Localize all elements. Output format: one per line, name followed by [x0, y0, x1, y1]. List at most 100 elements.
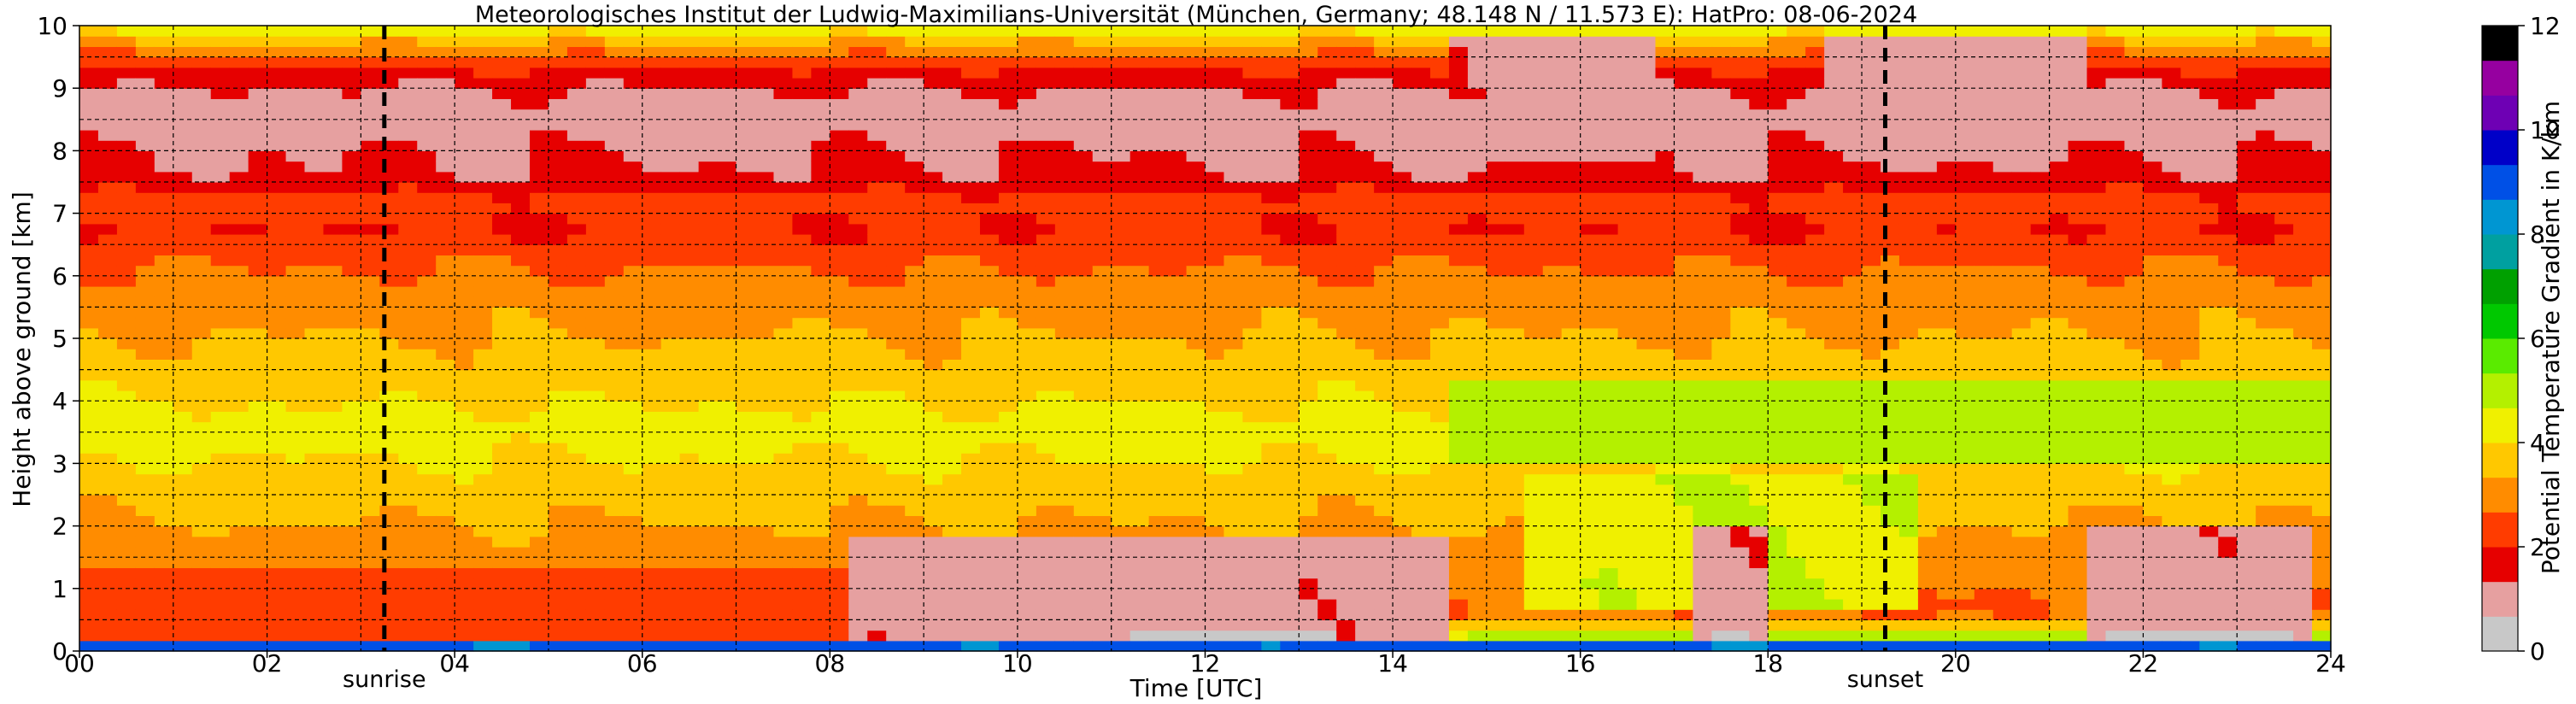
heatmap-cell [604, 78, 625, 89]
heatmap-cell [1411, 484, 1431, 496]
heatmap-cell [191, 495, 212, 506]
heatmap-cell [848, 431, 868, 443]
heatmap-cell [736, 140, 756, 151]
heatmap-cell [886, 317, 906, 329]
heatmap-cell [585, 338, 606, 349]
heatmap-cell [210, 567, 231, 579]
heatmap-cell [1523, 171, 1544, 183]
heatmap-cell [660, 578, 681, 590]
heatmap-cell [1580, 244, 1600, 255]
heatmap-cell [1617, 26, 1638, 37]
heatmap-cell [679, 547, 700, 558]
heatmap-cell [1205, 401, 1225, 412]
heatmap-cell [248, 296, 268, 308]
heatmap-cell [585, 109, 606, 120]
heatmap-cell [1580, 119, 1600, 131]
heatmap-cell [1467, 463, 1488, 475]
heatmap-cell [1280, 484, 1300, 496]
heatmap-cell [1355, 630, 1375, 642]
heatmap-cell [1167, 473, 1188, 485]
heatmap-cell [1167, 67, 1188, 79]
heatmap-cell [135, 588, 155, 600]
heatmap-cell [473, 338, 493, 349]
heatmap-cell [1186, 338, 1206, 349]
heatmap-cell [1299, 171, 1318, 183]
heatmap-cell [492, 307, 512, 319]
heatmap-cell [210, 223, 231, 235]
heatmap-cell [304, 88, 325, 99]
heatmap-cell [830, 46, 849, 58]
heatmap-cell [961, 525, 981, 537]
heatmap-cell [1542, 443, 1563, 454]
heatmap-cell [1393, 390, 1412, 402]
heatmap-cell [1580, 525, 1600, 537]
heatmap-cell [530, 275, 549, 287]
heatmap-cell [792, 525, 812, 537]
heatmap-cell [1467, 338, 1488, 349]
heatmap-cell [1036, 98, 1056, 110]
heatmap-cell [548, 130, 568, 141]
heatmap-cell [473, 463, 493, 475]
heatmap-cell [548, 327, 568, 339]
heatmap-cell [905, 140, 924, 151]
heatmap-cell [342, 349, 361, 360]
heatmap-cell [942, 296, 962, 308]
heatmap-cell [248, 234, 268, 245]
heatmap-cell [548, 202, 568, 214]
heatmap-cell [1242, 161, 1262, 173]
heatmap-cell [1467, 421, 1488, 433]
heatmap-cell [436, 296, 455, 308]
heatmap-cell [1580, 484, 1600, 496]
heatmap-cell [736, 443, 756, 454]
heatmap-cell [548, 161, 568, 173]
heatmap-cell [1617, 317, 1638, 329]
heatmap-cell [1505, 547, 1525, 558]
heatmap-cell [436, 140, 455, 151]
heatmap-cell [924, 578, 943, 590]
heatmap-cell [1430, 88, 1450, 99]
heatmap-cell [1148, 578, 1169, 590]
heatmap-cell [1448, 78, 1469, 89]
heatmap-cell [679, 78, 700, 89]
heatmap-cell [1186, 443, 1206, 454]
heatmap-cell [792, 369, 812, 381]
heatmap-cell [924, 88, 943, 99]
heatmap-cell [867, 140, 887, 151]
heatmap-cell [566, 317, 587, 329]
heatmap-cell [530, 130, 549, 141]
heatmap-cell [511, 317, 531, 329]
heatmap-cell [1186, 495, 1206, 506]
heatmap-cell [754, 547, 775, 558]
heatmap-cell [154, 78, 174, 89]
heatmap-cell [642, 421, 662, 433]
heatmap-cell [1542, 401, 1563, 412]
heatmap-cell [1242, 369, 1262, 381]
heatmap-cell [1411, 223, 1431, 235]
heatmap-cell [530, 630, 549, 642]
heatmap-cell [267, 140, 287, 151]
heatmap-cell [1542, 56, 1563, 68]
heatmap-cell [323, 182, 343, 193]
heatmap-cell [830, 192, 849, 203]
heatmap-cell [1467, 431, 1488, 443]
heatmap-cell [867, 327, 887, 339]
heatmap-cell [304, 443, 325, 454]
heatmap-cell [961, 192, 981, 203]
heatmap-cell [924, 453, 943, 464]
heatmap-cell [1092, 640, 1112, 652]
heatmap-cell [1242, 88, 1262, 99]
heatmap-cell [1336, 473, 1356, 485]
heatmap-cell [1393, 525, 1412, 537]
heatmap-cell [660, 202, 681, 214]
heatmap-cell [1374, 56, 1394, 68]
heatmap-cell [830, 182, 849, 193]
heatmap-cell [1580, 453, 1600, 464]
heatmap-cell [1393, 609, 1412, 620]
heatmap-cell [1523, 609, 1544, 620]
heatmap-cell [191, 453, 212, 464]
heatmap-cell [1148, 349, 1169, 360]
heatmap-cell [1448, 182, 1469, 193]
heatmap-cell [886, 588, 906, 600]
heatmap-cell [173, 327, 193, 339]
heatmap-cell [1280, 515, 1300, 527]
